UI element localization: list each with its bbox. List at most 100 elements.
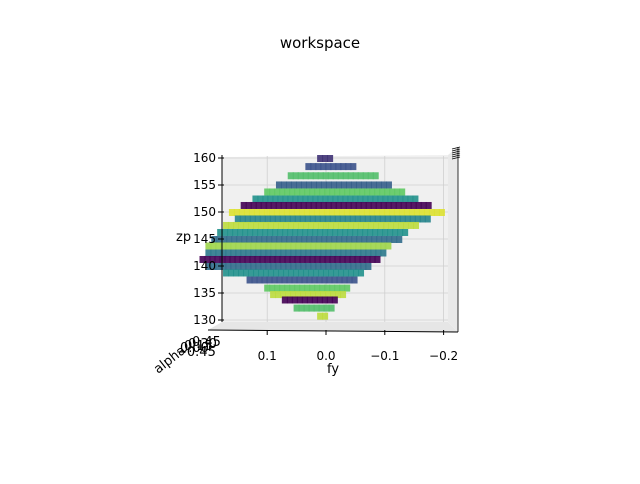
scatter-point <box>329 255 336 263</box>
scatter-point <box>326 296 333 304</box>
scatter-point <box>314 215 321 223</box>
scatter-point <box>263 221 270 229</box>
scatter-point <box>295 291 302 299</box>
scatter-point <box>328 209 335 216</box>
scatter-point <box>274 284 281 292</box>
y-tick-label: −0.45 <box>176 345 216 360</box>
scatter-point <box>407 195 414 203</box>
y-tick <box>451 146 461 150</box>
scatter-point <box>233 209 240 216</box>
scatter-point <box>323 304 330 312</box>
scatter-point <box>240 242 247 250</box>
scatter-point <box>234 215 241 223</box>
scatter-point <box>275 263 282 270</box>
scatter-point <box>354 188 361 196</box>
scatter-point <box>299 215 306 223</box>
scatter-point <box>312 228 319 236</box>
scatter-point <box>225 263 232 270</box>
scatter-point <box>393 209 400 216</box>
scatter-point <box>419 215 426 223</box>
scatter-point <box>335 249 342 257</box>
scatter-point <box>295 181 302 189</box>
scatter-point <box>229 255 236 263</box>
scatter-point <box>269 188 276 196</box>
scatter-point <box>403 221 410 229</box>
scatter-point <box>364 255 371 263</box>
scatter-point <box>279 188 286 196</box>
scatter-point <box>364 215 371 223</box>
scatter-point <box>309 188 316 196</box>
scatter-point <box>309 284 316 292</box>
scatter-point <box>269 255 276 263</box>
scatter-point <box>289 284 296 292</box>
y-tick <box>451 152 461 156</box>
scatter-point <box>308 269 315 277</box>
scatter-point <box>365 201 372 209</box>
scatter-point <box>291 296 298 304</box>
scatter-point <box>350 242 357 250</box>
scatter-point <box>370 242 377 250</box>
scatter-point <box>340 163 347 171</box>
scatter-point <box>261 276 268 284</box>
y-tick <box>451 148 461 152</box>
scatter-point <box>367 172 374 180</box>
scatter-point <box>332 228 339 236</box>
z-tick-label: 130 <box>193 313 216 327</box>
y-tick-label: 0.15 <box>184 339 213 354</box>
scatter-point <box>360 181 367 189</box>
scatter-point <box>348 209 355 216</box>
scatter-point <box>298 221 305 229</box>
scatter-point <box>320 249 327 257</box>
scatter-point <box>390 201 397 209</box>
scatter-point <box>312 172 319 180</box>
scatter-point <box>221 236 228 243</box>
scatter-point <box>400 201 407 209</box>
scatter-point <box>384 215 391 223</box>
scatter-point <box>281 296 288 304</box>
scatter-point <box>374 255 381 263</box>
scatter-point <box>293 221 300 229</box>
scatter-point <box>383 221 390 229</box>
scatter-point <box>264 215 271 223</box>
scatter-point <box>275 181 282 189</box>
scatter-point <box>228 269 235 277</box>
scatter-point <box>245 249 252 257</box>
scatter-point <box>343 269 350 277</box>
scatter-point <box>398 221 405 229</box>
scatter-point <box>294 284 301 292</box>
x-tick-label: 0.0 <box>316 349 335 363</box>
scatter-point <box>359 215 366 223</box>
scatter-point <box>268 221 275 229</box>
scatter-point <box>331 236 338 243</box>
scatter-point <box>205 242 212 250</box>
scatter-point <box>293 209 300 216</box>
scatter-point <box>382 228 389 236</box>
scatter-point <box>386 236 393 243</box>
scatter-point <box>320 201 327 209</box>
scatter-point <box>336 236 343 243</box>
scatter-point <box>318 304 325 312</box>
scatter-point <box>275 201 282 209</box>
scatter-point <box>397 228 404 236</box>
scatter-point <box>313 304 320 312</box>
scatter-point <box>294 188 301 196</box>
scatter-point <box>328 304 335 312</box>
scatter-point <box>335 291 342 299</box>
scatter-point <box>409 215 416 223</box>
scatter-point <box>298 304 305 312</box>
x-tick-label: −0.1 <box>370 349 399 363</box>
scatter-point <box>306 236 313 243</box>
scatter-point <box>276 276 283 284</box>
scatter-point <box>255 242 262 250</box>
scatter-point <box>313 221 320 229</box>
scatter-point <box>317 195 324 203</box>
scatter-point <box>365 249 372 257</box>
scatter-point <box>265 201 272 209</box>
scatter-point <box>278 269 285 277</box>
scatter-point <box>246 276 253 284</box>
scatter-point <box>413 221 420 229</box>
scatter-point <box>279 255 286 263</box>
scatter-point <box>252 228 259 236</box>
scatter-point <box>307 195 314 203</box>
